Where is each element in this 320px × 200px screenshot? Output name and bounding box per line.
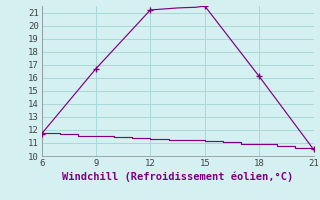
X-axis label: Windchill (Refroidissement éolien,°C): Windchill (Refroidissement éolien,°C) <box>62 172 293 182</box>
